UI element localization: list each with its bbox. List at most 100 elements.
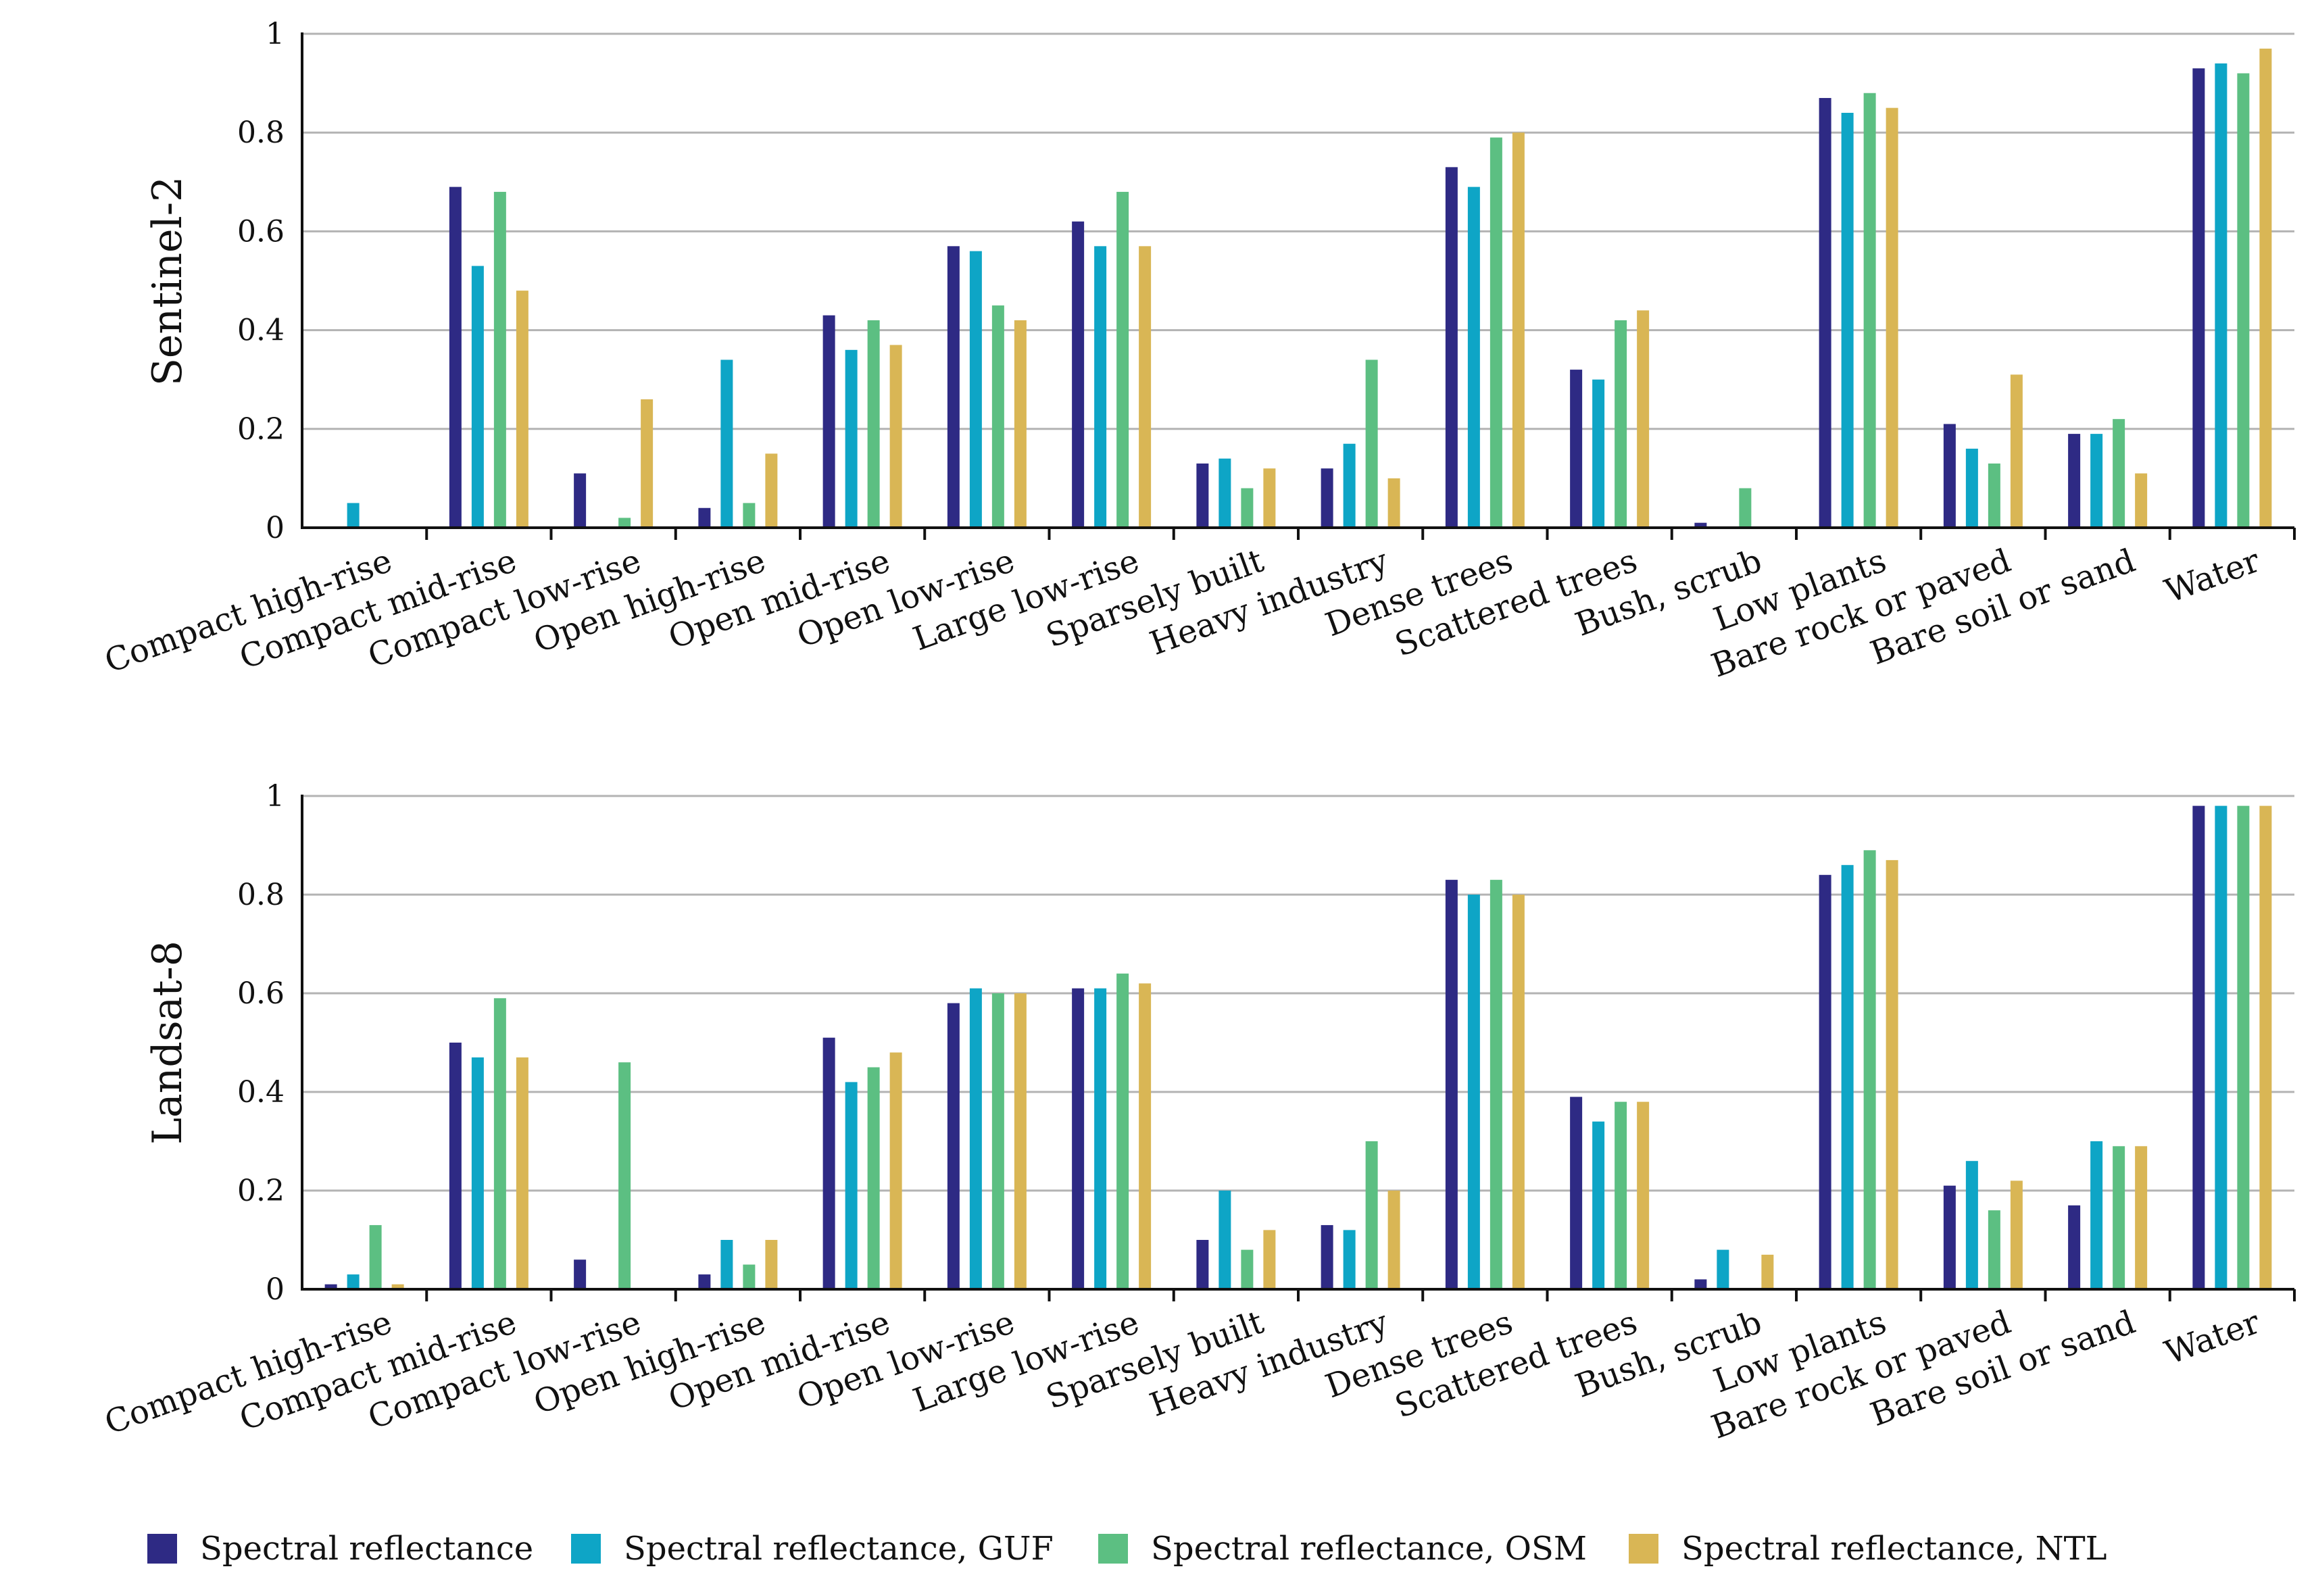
x-tick-label: Water [2160, 1303, 2265, 1372]
bar-spectral-reflectance-open-low-rise [947, 246, 960, 528]
bar-spectral-reflectance-ntl-bare-soil-or-sand [2135, 473, 2148, 528]
bar-spectral-reflectance-water [2192, 805, 2205, 1289]
bar-spectral-reflectance-ntl-open-low-rise [1014, 320, 1027, 528]
bar-spectral-reflectance-ntl-heavy-industry [1387, 478, 1400, 528]
bar-spectral-reflectance-open-mid-rise [822, 1037, 835, 1289]
bar-spectral-reflectance-guf-bare-rock-or-paved [1965, 449, 1978, 528]
bar-spectral-reflectance-large-low-rise [1072, 988, 1085, 1289]
legend-swatch-spectral-reflectance-guf [571, 1534, 601, 1564]
bar-spectral-reflectance-osm-sparsely-built [1241, 1249, 1254, 1289]
y-tick-label: 0.4 [237, 1075, 285, 1109]
y-tick-label: 1 [266, 779, 285, 814]
bar-spectral-reflectance-guf-bare-soil-or-sand [2090, 1141, 2103, 1289]
bar-spectral-reflectance-guf-open-mid-rise [845, 1082, 858, 1289]
bar-spectral-reflectance-guf-open-mid-rise [845, 349, 858, 528]
bar-spectral-reflectance-low-plants [1819, 98, 1831, 528]
bar-spectral-reflectance-bare-rock-or-paved [1943, 424, 1956, 528]
y-tick-label: 0 [266, 511, 285, 545]
bar-spectral-reflectance-guf-heavy-industry [1343, 1230, 1356, 1289]
bar-spectral-reflectance-guf-low-plants [1841, 112, 1854, 528]
bar-spectral-reflectance-guf-heavy-industry [1343, 443, 1356, 528]
y-tick-label: 0.8 [237, 116, 285, 150]
bar-spectral-reflectance-osm-scattered-trees [1615, 1101, 1627, 1289]
legend-label: Spectral reflectance, OSM [1151, 1530, 1587, 1568]
bar-spectral-reflectance-scattered-trees [1570, 1097, 1583, 1289]
bar-spectral-reflectance-open-low-rise [947, 1003, 960, 1289]
legend-label: Spectral reflectance, NTL [1681, 1530, 2107, 1568]
bar-spectral-reflectance-ntl-sparsely-built [1263, 468, 1276, 528]
bar-spectral-reflectance-guf-open-low-rise [969, 251, 982, 528]
y-tick-label: 0.8 [237, 878, 285, 912]
bar-spectral-reflectance-osm-compact-low-rise [618, 518, 631, 528]
bar-spectral-reflectance-ntl-heavy-industry [1387, 1191, 1400, 1289]
y-axis-label: Landsat-8 [144, 941, 191, 1145]
bar-spectral-reflectance-guf-bare-rock-or-paved [1965, 1161, 1978, 1289]
bar-spectral-reflectance-guf-open-high-rise [720, 1240, 733, 1289]
bar-spectral-reflectance-guf-dense-trees [1467, 186, 1480, 528]
bar-spectral-reflectance-compact-low-rise [574, 1260, 587, 1289]
bar-spectral-reflectance-osm-open-mid-rise [867, 1067, 880, 1289]
y-tick-label: 0 [266, 1272, 285, 1307]
y-tick-label: 0.2 [237, 1174, 285, 1208]
bar-spectral-reflectance-osm-dense-trees [1490, 137, 1502, 528]
bar-spectral-reflectance-ntl-open-high-rise [765, 1240, 778, 1289]
bar-spectral-reflectance-compact-mid-rise [449, 186, 462, 528]
bar-spectral-reflectance-ntl-scattered-trees [1637, 1101, 1650, 1289]
bar-spectral-reflectance-compact-mid-rise [449, 1043, 462, 1289]
x-tick-label: Water [2160, 542, 2265, 611]
bar-spectral-reflectance-osm-open-high-rise [743, 503, 756, 528]
bar-spectral-reflectance-ntl-low-plants [1886, 859, 1898, 1289]
legend-swatch-spectral-reflectance-ntl [1629, 1534, 1658, 1564]
legend-swatch-spectral-reflectance-osm [1098, 1534, 1128, 1564]
bar-spectral-reflectance-guf-bush-scrub [1717, 1249, 1729, 1289]
bar-spectral-reflectance-osm-bare-rock-or-paved [1988, 1210, 2000, 1289]
bar-spectral-reflectance-osm-bare-soil-or-sand [2113, 419, 2125, 528]
bar-spectral-reflectance-open-high-rise [698, 507, 711, 528]
bar-spectral-reflectance-bush-scrub [1694, 522, 1707, 528]
bar-spectral-reflectance-ntl-bare-rock-or-paved [2010, 374, 2023, 528]
bar-spectral-reflectance-guf-dense-trees [1467, 895, 1480, 1289]
y-tick-label: 1 [266, 17, 285, 51]
bar-spectral-reflectance-osm-compact-mid-rise [493, 998, 506, 1289]
bar-spectral-reflectance-ntl-low-plants [1886, 107, 1898, 528]
bar-spectral-reflectance-water [2192, 68, 2205, 528]
bar-spectral-reflectance-heavy-industry [1321, 1225, 1333, 1289]
bar-spectral-reflectance-osm-bush-scrub [1739, 488, 1752, 528]
bar-spectral-reflectance-guf-open-high-rise [720, 359, 733, 528]
bar-spectral-reflectance-open-mid-rise [822, 315, 835, 528]
bar-spectral-reflectance-open-high-rise [698, 1274, 711, 1289]
y-axis-label: Sentinel-2 [144, 176, 191, 386]
bar-spectral-reflectance-guf-large-low-rise [1094, 246, 1107, 528]
bar-spectral-reflectance-heavy-industry [1321, 468, 1333, 528]
bar-spectral-reflectance-guf-bare-soil-or-sand [2090, 434, 2103, 528]
bar-spectral-reflectance-osm-low-plants [1863, 850, 1876, 1289]
bar-spectral-reflectance-guf-low-plants [1841, 865, 1854, 1289]
bar-spectral-reflectance-sparsely-built [1196, 1240, 1209, 1289]
bar-spectral-reflectance-ntl-dense-trees [1512, 895, 1525, 1289]
bar-spectral-reflectance-osm-compact-low-rise [618, 1062, 631, 1289]
bar-spectral-reflectance-dense-trees [1445, 167, 1458, 528]
bar-spectral-reflectance-large-low-rise [1072, 221, 1085, 528]
bar-spectral-reflectance-osm-water [2237, 805, 2250, 1289]
bar-spectral-reflectance-ntl-compact-high-rise [391, 1284, 404, 1289]
bar-spectral-reflectance-osm-compact-mid-rise [493, 191, 506, 528]
bar-spectral-reflectance-guf-sparsely-built [1218, 458, 1231, 528]
bar-spectral-reflectance-osm-bare-rock-or-paved [1988, 463, 2000, 528]
y-tick-label: 0.4 [237, 314, 285, 348]
bar-spectral-reflectance-ntl-compact-mid-rise [516, 1057, 528, 1289]
bar-spectral-reflectance-ntl-open-mid-rise [889, 1052, 902, 1289]
bar-spectral-reflectance-guf-compact-mid-rise [471, 1057, 484, 1289]
bar-spectral-reflectance-osm-scattered-trees [1615, 320, 1627, 528]
bar-spectral-reflectance-bush-scrub [1694, 1279, 1707, 1289]
bar-spectral-reflectance-scattered-trees [1570, 370, 1583, 528]
bar-spectral-reflectance-ntl-open-low-rise [1014, 993, 1027, 1289]
legend-label: Spectral reflectance, GUF [624, 1530, 1054, 1568]
bar-spectral-reflectance-guf-compact-high-rise [347, 1274, 360, 1289]
bar-spectral-reflectance-ntl-bare-soil-or-sand [2135, 1146, 2148, 1289]
bar-spectral-reflectance-osm-heavy-industry [1365, 1141, 1378, 1289]
y-tick-label: 0.6 [237, 976, 285, 1011]
bar-spectral-reflectance-low-plants [1819, 874, 1831, 1289]
bar-spectral-reflectance-ntl-large-low-rise [1139, 246, 1152, 528]
bar-spectral-reflectance-ntl-open-mid-rise [889, 345, 902, 528]
